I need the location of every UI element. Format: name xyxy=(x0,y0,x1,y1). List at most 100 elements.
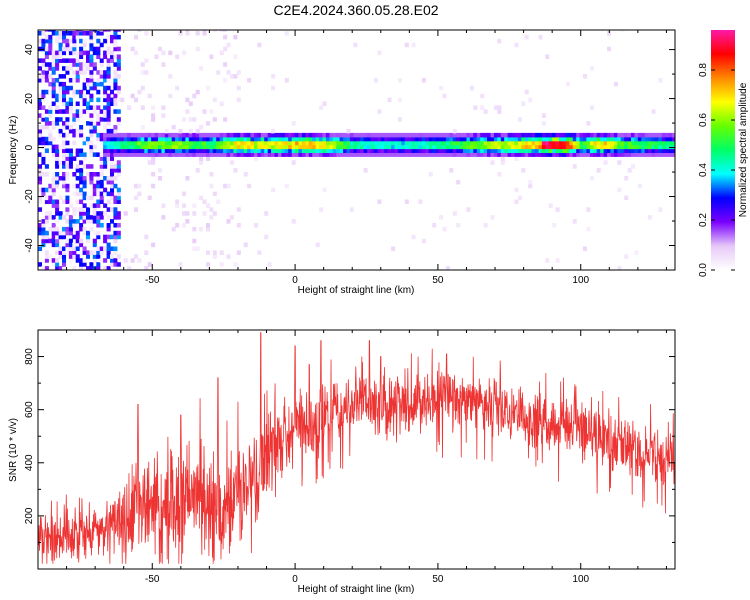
spectrogram-cell xyxy=(75,246,80,252)
spectrogram-cell xyxy=(86,219,91,224)
spectrogram-cell xyxy=(41,93,46,99)
spectrogram-cell xyxy=(65,183,70,189)
spectrogram-cell xyxy=(439,148,444,154)
spectrogram-cell xyxy=(535,148,540,154)
spectrogram-cell xyxy=(610,144,615,150)
spectrogram-cell xyxy=(209,140,214,146)
spectrogram-cell xyxy=(404,148,409,154)
spectrogram-cell xyxy=(367,152,372,157)
spectrogram-cell xyxy=(555,258,560,263)
colorbar-label: Normalized spectral amplitude xyxy=(738,82,749,217)
spectrogram-cell xyxy=(140,125,145,130)
spectrogram-cell xyxy=(339,132,344,138)
spectrogram-cell xyxy=(665,148,670,154)
spectrogram-cell xyxy=(127,152,132,157)
spectrogram-cell xyxy=(295,140,300,146)
spectrogram-cell xyxy=(134,207,139,212)
spectrogram-cell xyxy=(195,31,200,36)
spectrogram-cell xyxy=(603,152,608,157)
spectrogram-cell xyxy=(106,152,111,157)
spectrogram-cell xyxy=(517,148,522,154)
spectrogram-cell xyxy=(535,132,540,138)
spectrogram-cell xyxy=(637,132,642,138)
colorbar-ticks: 0.00.20.40.60.8 xyxy=(698,63,735,277)
spectrogram-cell xyxy=(394,152,399,157)
spectrogram-cell xyxy=(497,148,502,154)
spectrogram-cell xyxy=(151,156,156,161)
spectrogram-cell xyxy=(99,183,104,189)
spectrogram-cell xyxy=(281,132,286,138)
spectrogram-cell xyxy=(610,140,615,146)
spectrogram-cell xyxy=(103,121,108,126)
spectrogram-cell xyxy=(322,136,327,142)
spectrogram-cell xyxy=(103,176,108,181)
spectrogram-cell xyxy=(432,132,437,138)
spectrogram-cell xyxy=(332,152,337,157)
spectrogram-cell xyxy=(586,136,591,142)
spectrogram-cell xyxy=(219,148,224,154)
spectrogram-cell xyxy=(627,148,632,154)
spectrogram-cell xyxy=(99,199,104,205)
spectrogram-cell xyxy=(58,93,63,99)
spectrogram-cell xyxy=(116,160,121,165)
spectrogram-cell xyxy=(38,125,43,130)
spectrogram-cell xyxy=(576,136,581,142)
spectrogram-cell xyxy=(504,136,509,142)
spectrogram-cell xyxy=(89,226,94,232)
spectrogram-cell xyxy=(106,62,111,67)
spectrogram-cell xyxy=(79,31,84,36)
spectrogram-cell xyxy=(257,140,262,146)
spectrogram-cell xyxy=(620,152,625,157)
spectrogram-cell xyxy=(493,105,498,110)
spectrogram-cell xyxy=(565,136,570,142)
spectrogram-cell xyxy=(415,132,420,138)
spectrogram-cell xyxy=(38,246,43,252)
spectrogram-cell xyxy=(607,148,612,154)
spectrogram-cell xyxy=(144,58,149,63)
spectrogram-cell xyxy=(99,140,104,146)
spectrogram-cell xyxy=(188,140,193,146)
spectrogram-cell xyxy=(55,109,60,114)
spectrogram-cell xyxy=(524,34,529,40)
figure-title: C2E4.2024.360.05.28.E02 xyxy=(273,2,438,18)
spectrogram-cell xyxy=(65,38,70,44)
spectrogram-cell xyxy=(295,132,300,138)
spectrogram-cell xyxy=(48,62,53,67)
spectrogram-cell xyxy=(92,46,97,52)
spectrogram-cell xyxy=(151,160,156,165)
spectrogram-cell xyxy=(55,93,60,99)
spectrogram-cell xyxy=(497,38,502,44)
spectrogram-cell xyxy=(68,258,73,263)
spectrogram-cell xyxy=(58,144,63,150)
spectrogram-cell xyxy=(631,140,636,146)
spectrogram-y-tick-label: -20 xyxy=(24,189,35,204)
spectrogram-cell xyxy=(452,152,457,157)
spectrogram-cell xyxy=(408,144,413,150)
spectrogram-cell xyxy=(110,179,115,185)
spectrogram-cell xyxy=(96,187,101,193)
spectrogram-cell xyxy=(65,176,70,181)
spectrogram-cell xyxy=(103,140,108,146)
spectrogram-cell xyxy=(65,101,70,107)
spectrogram-cell xyxy=(206,203,211,208)
spectrogram-cell xyxy=(137,148,142,154)
spectrogram-cell xyxy=(51,179,56,185)
spectrogram-cell xyxy=(195,168,200,173)
spectrogram-cell xyxy=(55,258,60,263)
spectrogram-cell xyxy=(68,164,73,169)
spectrogram-cell xyxy=(620,148,625,154)
spectrogram-cell xyxy=(607,31,612,36)
spectrogram-cell xyxy=(624,136,629,142)
spectrogram-cell xyxy=(65,89,70,95)
spectrogram-cell xyxy=(301,152,306,157)
spectrogram-cell xyxy=(480,93,485,99)
spectrogram-cell xyxy=(322,132,327,138)
spectrogram-cell xyxy=(51,121,56,126)
spectrogram-cell xyxy=(555,144,560,150)
spectrogram-cell xyxy=(110,89,115,95)
spectrogram-cell xyxy=(68,78,73,83)
spectrogram-cell xyxy=(113,30,118,32)
spectrogram-cell xyxy=(106,191,111,197)
spectrogram-cell xyxy=(68,125,73,130)
spectrogram-cell xyxy=(257,144,262,150)
